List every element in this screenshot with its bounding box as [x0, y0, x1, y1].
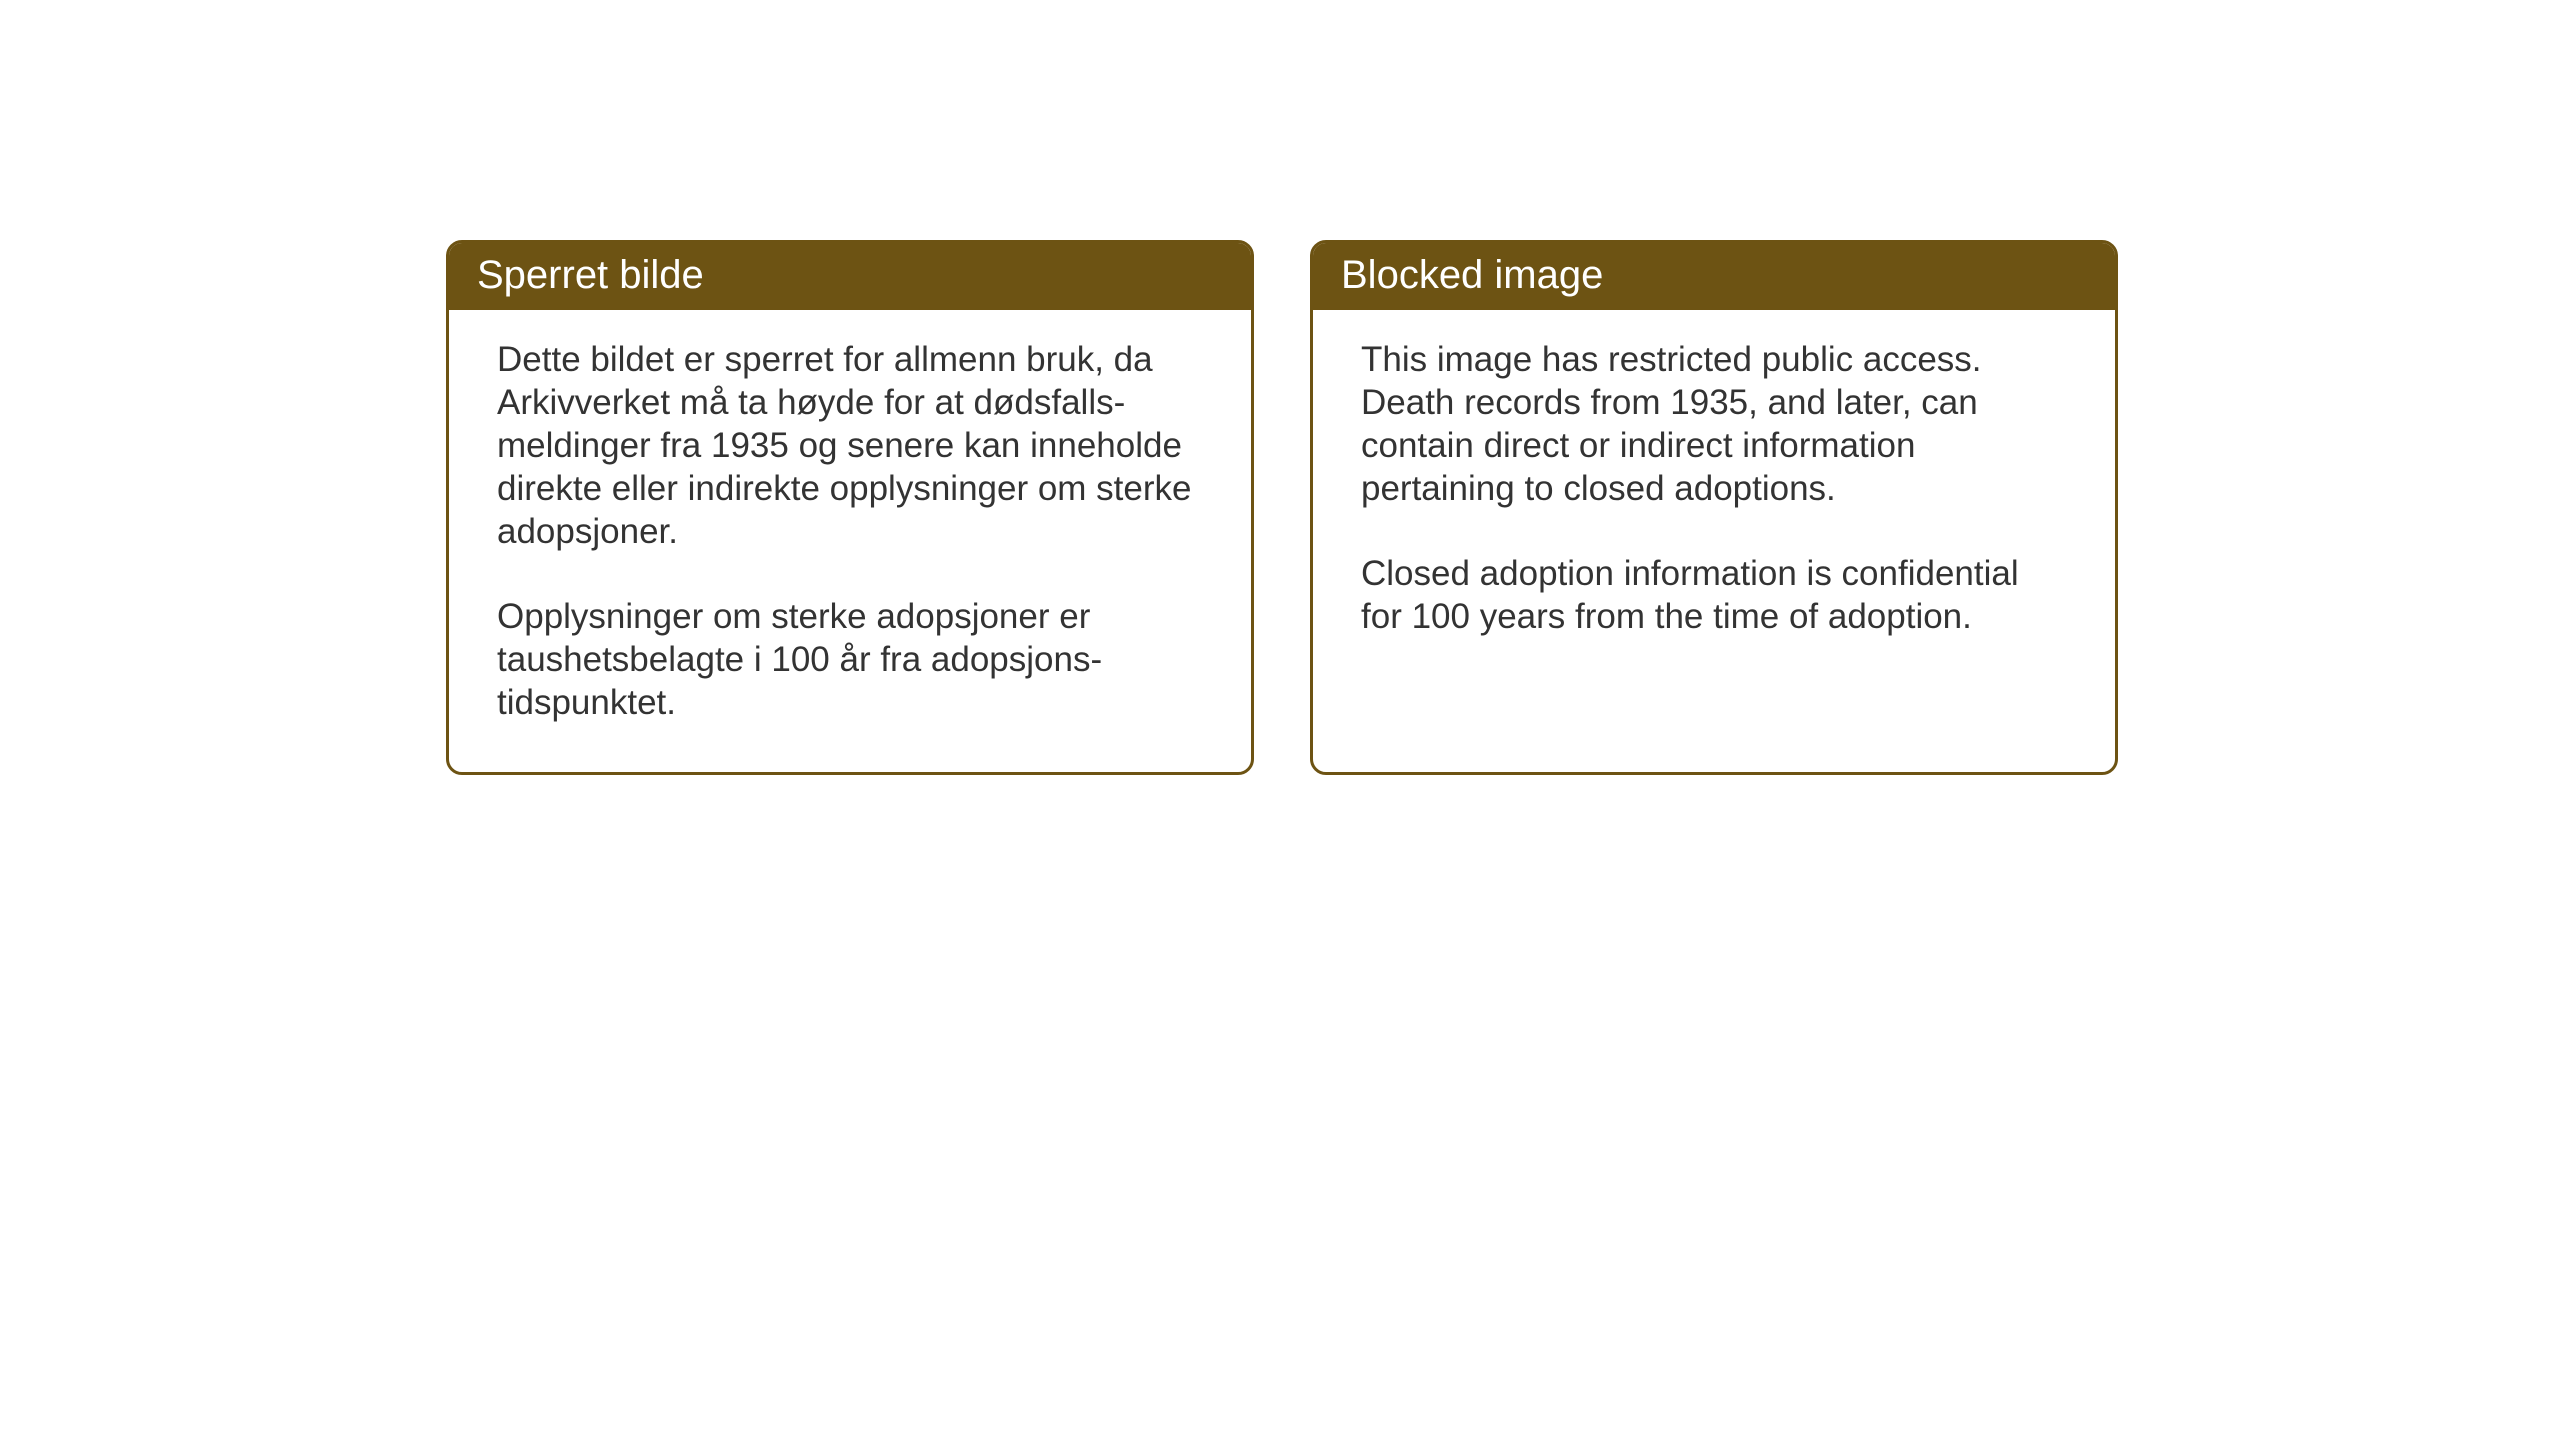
card-norwegian-header: Sperret bilde: [449, 243, 1251, 310]
card-norwegian-title: Sperret bilde: [477, 253, 704, 297]
card-english-paragraph-1: This image has restricted public access.…: [1361, 338, 2067, 510]
card-english-header: Blocked image: [1313, 243, 2115, 310]
card-norwegian-body: Dette bildet er sperret for allmenn bruk…: [449, 310, 1251, 772]
card-english-paragraph-2: Closed adoption information is confident…: [1361, 552, 2067, 638]
card-english: Blocked image This image has restricted …: [1310, 240, 2118, 775]
card-norwegian-paragraph-1: Dette bildet er sperret for allmenn bruk…: [497, 338, 1203, 553]
card-norwegian-paragraph-2: Opplysninger om sterke adopsjoner er tau…: [497, 595, 1203, 724]
card-english-body: This image has restricted public access.…: [1313, 310, 2115, 686]
cards-container: Sperret bilde Dette bildet er sperret fo…: [446, 240, 2118, 775]
card-norwegian: Sperret bilde Dette bildet er sperret fo…: [446, 240, 1254, 775]
card-english-title: Blocked image: [1341, 253, 1603, 297]
